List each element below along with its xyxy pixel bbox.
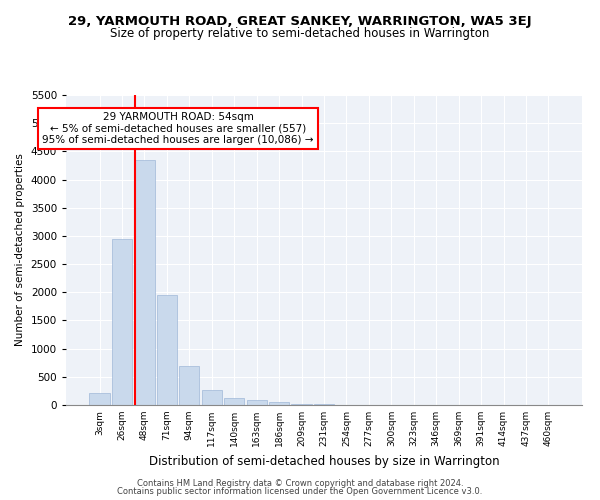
Bar [269, 402, 289, 405]
Text: Contains HM Land Registry data © Crown copyright and database right 2024.: Contains HM Land Registry data © Crown c… [137, 478, 463, 488]
Bar [134, 160, 155, 405]
Text: 29, YARMOUTH ROAD, GREAT SANKEY, WARRINGTON, WA5 3EJ: 29, YARMOUTH ROAD, GREAT SANKEY, WARRING… [68, 15, 532, 28]
Text: Contains public sector information licensed under the Open Government Licence v3: Contains public sector information licen… [118, 487, 482, 496]
Y-axis label: Number of semi-detached properties: Number of semi-detached properties [15, 154, 25, 346]
Bar [112, 238, 132, 405]
Bar [179, 366, 199, 405]
Bar [224, 398, 244, 405]
Bar [247, 400, 267, 405]
Text: Size of property relative to semi-detached houses in Warrington: Size of property relative to semi-detach… [110, 28, 490, 40]
Bar [314, 404, 334, 405]
Bar [89, 392, 110, 405]
Bar [202, 390, 222, 405]
Text: 29 YARMOUTH ROAD: 54sqm
← 5% of semi-detached houses are smaller (557)
95% of se: 29 YARMOUTH ROAD: 54sqm ← 5% of semi-det… [43, 112, 314, 145]
X-axis label: Distribution of semi-detached houses by size in Warrington: Distribution of semi-detached houses by … [149, 454, 499, 468]
Bar [292, 404, 311, 405]
Bar [157, 295, 177, 405]
